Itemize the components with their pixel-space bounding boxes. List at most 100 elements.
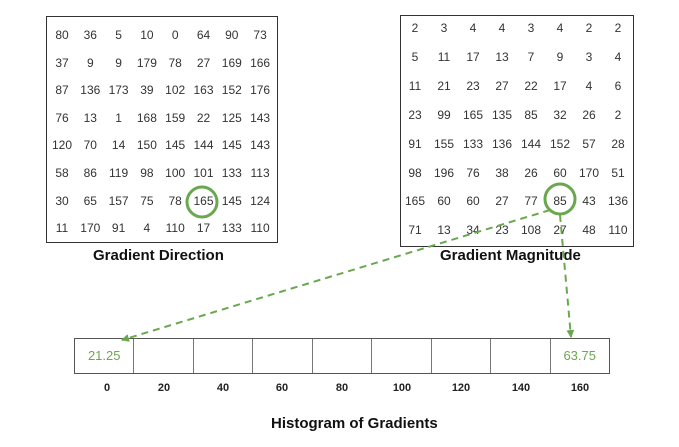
grid-cell: 27 [495, 194, 509, 209]
histogram-title: Histogram of Gradients [271, 415, 438, 432]
grid-cell: 145 [221, 193, 242, 208]
grid-cell: 3 [440, 21, 448, 35]
direction-highlight-circle [185, 185, 219, 219]
grid-cell: 86 [83, 166, 97, 180]
grid-cell: 9 [556, 49, 564, 64]
histogram-tick: 140 [511, 382, 531, 394]
histogram-bins: 21.25 63.75 [74, 338, 610, 374]
histogram-tick: 80 [335, 382, 349, 394]
grid-cell: 73 [253, 28, 267, 42]
histogram-bin [491, 339, 551, 373]
grid-cell: 60 [553, 165, 567, 180]
grid-cell: 27 [196, 55, 211, 70]
grid-cell: 11 [437, 49, 451, 64]
grid-cell: 135 [491, 107, 513, 122]
grid-cell: 99 [437, 107, 451, 122]
grid-cell: 119 [109, 166, 129, 180]
grid-cell: 173 [108, 83, 129, 98]
grid-cell: 144 [520, 136, 542, 151]
grid-cell: 22 [196, 110, 211, 125]
grid-cell: 100 [165, 166, 186, 180]
grid-cell: 101 [193, 166, 214, 180]
grid-cell: 145 [165, 138, 186, 153]
grid-cell: 165 [462, 107, 484, 122]
magnitude-highlight-circle [543, 182, 577, 216]
grid-cell: 13 [437, 223, 451, 238]
grid-cell: 85 [553, 194, 567, 209]
histogram-tick: 160 [570, 382, 590, 394]
grid-cell: 110 [165, 221, 185, 236]
grid-cell: 34 [466, 223, 480, 238]
grid-cell: 4 [498, 21, 506, 35]
grid-cell: 51 [611, 165, 625, 180]
grid-cell: 5 [115, 28, 122, 42]
grid-cell: 3 [585, 49, 593, 64]
grid-cell: 2 [614, 107, 622, 122]
grid-cell: 2 [614, 21, 622, 35]
grid-cell: 77 [524, 194, 538, 209]
histogram-bin [432, 339, 492, 373]
grid-cell: 38 [495, 165, 509, 180]
histogram-bin [313, 339, 373, 373]
grid-cell: 11 [55, 221, 69, 236]
grid-cell: 76 [466, 165, 480, 180]
grid-cell: 32 [553, 107, 567, 122]
grid-cell: 14 [111, 138, 126, 153]
gradient-magnitude-caption: Gradient Magnitude [440, 247, 581, 264]
grid-cell: 4 [469, 21, 477, 35]
grid-cell: 4 [143, 221, 151, 236]
grid-cell: 87 [55, 83, 69, 98]
grid-cell: 60 [437, 194, 451, 209]
grid-cell: 10 [140, 28, 154, 42]
grid-cell: 30 [55, 193, 69, 208]
grid-cell: 4 [585, 78, 593, 93]
grid-cell: 165 [404, 194, 426, 209]
grid-cell: 85 [524, 107, 538, 122]
grid-cell: 6 [614, 78, 622, 93]
grid-cell: 170 [578, 165, 600, 180]
grid-cell: 17 [466, 49, 480, 64]
grid-cell: 168 [136, 110, 157, 125]
grid-cell: 26 [582, 107, 596, 122]
histogram-tick: 60 [275, 382, 289, 394]
grid-cell: 152 [221, 83, 242, 98]
histogram-tick: 0 [103, 382, 111, 394]
grid-cell: 166 [250, 55, 271, 70]
grid-cell: 17 [196, 221, 211, 236]
grid-cell: 133 [462, 136, 484, 151]
grid-cell: 78 [168, 55, 182, 70]
histogram-tick: 120 [451, 382, 471, 394]
grid-cell: 2 [585, 21, 593, 35]
grid-cell: 4 [614, 49, 622, 64]
grid-cell: 4 [556, 21, 564, 35]
gradient-direction-grid: 80 36 5 10 0 64 90 73 37 9 9 179 78 27 169 166 87 136 173 3… [46, 16, 278, 243]
histogram-tick: 100 [392, 382, 412, 394]
grid-cell: 3 [527, 21, 535, 35]
grid-cell: 165 [193, 193, 214, 208]
grid-cell: 48 [582, 223, 596, 238]
grid-cell: 133 [221, 166, 242, 180]
grid-cell: 9 [86, 55, 94, 70]
grid-cell: 91 [408, 136, 422, 151]
grid-cell: 27 [553, 223, 567, 238]
grid-cell: 28 [611, 136, 625, 151]
grid-cell: 0 [171, 28, 179, 42]
grid-cell: 155 [433, 136, 455, 151]
grid-cell: 39 [140, 83, 154, 98]
grid-cell: 78 [168, 193, 182, 208]
grid-cell: 43 [582, 194, 596, 209]
histogram-tick: 40 [216, 382, 230, 394]
grid-cell: 143 [250, 110, 271, 125]
grid-cell: 9 [115, 55, 122, 70]
grid-cell: 102 [165, 83, 186, 98]
grid-cell: 163 [193, 83, 214, 98]
grid-cell: 90 [225, 28, 239, 42]
grid-cell: 169 [221, 55, 242, 70]
grid-cell: 64 [196, 28, 211, 42]
grid-cell: 76 [55, 110, 69, 125]
grid-cell: 120 [51, 138, 73, 153]
grid-cell: 23 [495, 223, 509, 238]
histogram-bin [134, 339, 194, 373]
grid-cell: 5 [411, 49, 419, 64]
